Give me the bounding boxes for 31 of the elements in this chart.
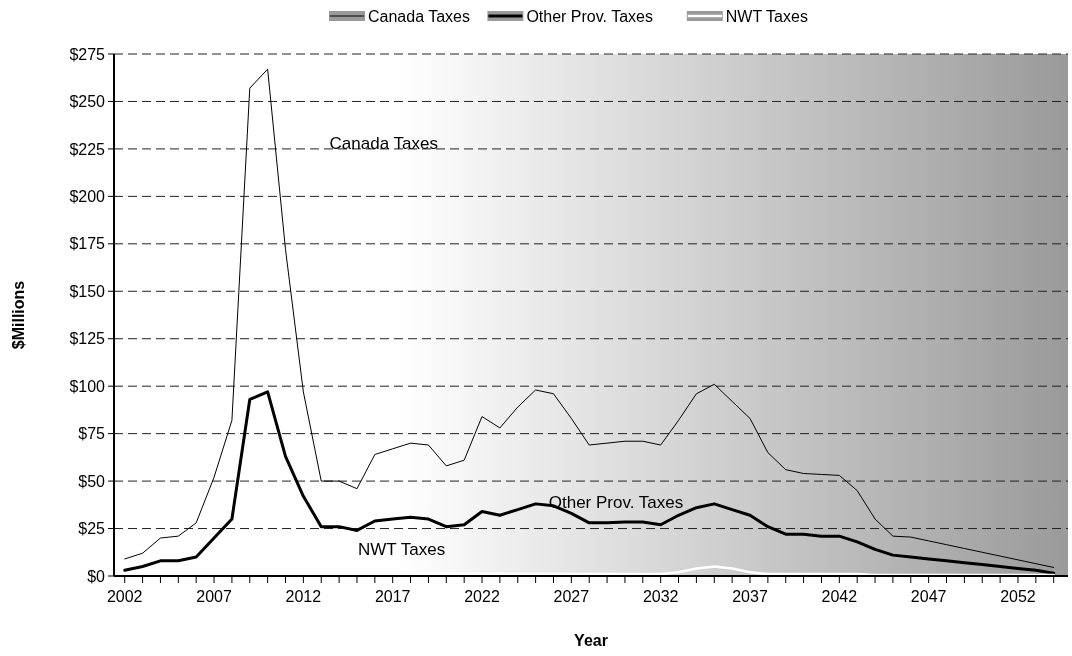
y-tick-label: $100 [69, 377, 106, 395]
legend-label: NWT Taxes [725, 7, 808, 25]
x-tick-label: 2022 [464, 588, 500, 605]
y-tick-label: $75 [78, 425, 106, 443]
x-tick-label: 2027 [553, 588, 590, 605]
y-tick-label: $200 [69, 187, 106, 205]
x-tick-label: 2002 [106, 588, 143, 605]
x-tick-label: 2042 [821, 588, 858, 605]
x-tick-label: 2007 [196, 588, 232, 605]
y-tick-label: $0 [87, 567, 106, 585]
annotation: Canada Taxes [329, 134, 438, 154]
annotation: NWT Taxes [358, 540, 446, 560]
y-tick-label: $175 [69, 235, 106, 253]
legend-label: Other Prov. Taxes [526, 7, 653, 25]
y-tick-label: $225 [69, 140, 106, 158]
legend-label: Canada Taxes [368, 7, 470, 25]
line-series [124, 68, 1055, 568]
y-tick-label: $150 [69, 282, 106, 300]
x-axis-title: Year [574, 632, 608, 649]
x-tick-label: 2012 [285, 588, 322, 605]
y-tick-label: $250 [69, 93, 106, 111]
x-tick-label: 2037 [732, 588, 768, 605]
y-axis-title: $Millions [10, 280, 27, 350]
x-tick-label: 2032 [642, 588, 679, 605]
x-tick-label: 2017 [374, 588, 411, 605]
x-tick-label: 2047 [910, 588, 947, 605]
y-tick-label: $125 [69, 330, 106, 348]
y-tick-label: $275 [69, 45, 106, 63]
y-tick-label: $25 [78, 520, 106, 538]
y-tick-label: $50 [78, 472, 106, 490]
x-tick-label: 2052 [1000, 588, 1036, 605]
